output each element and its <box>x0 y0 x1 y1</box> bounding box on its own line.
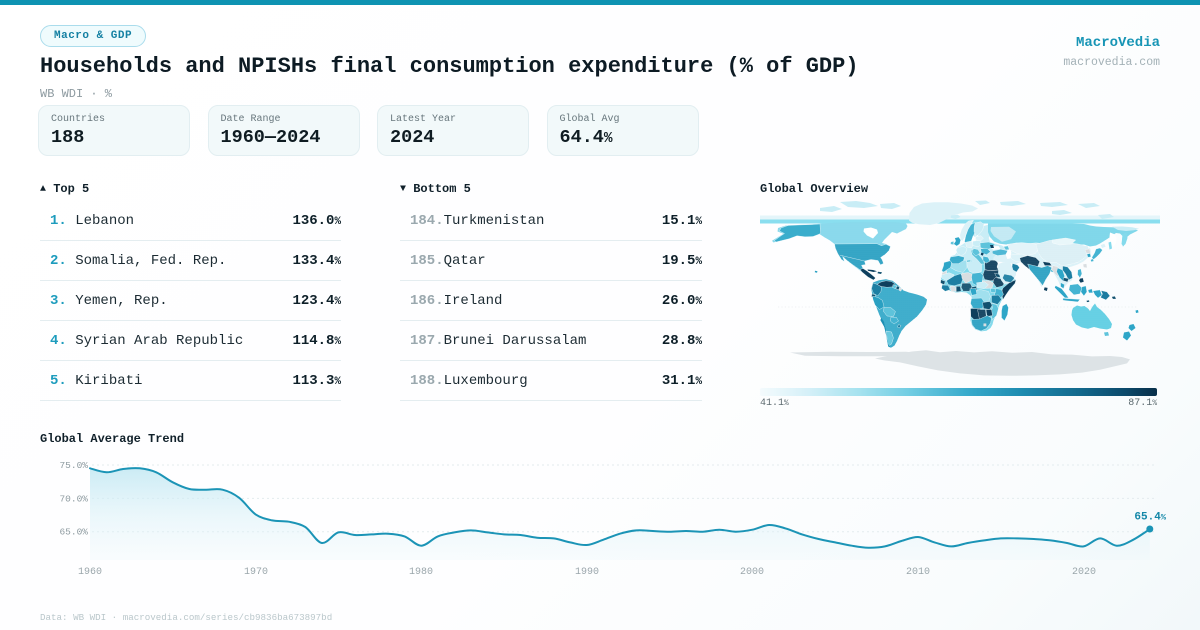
svg-text:1980: 1980 <box>409 567 433 578</box>
svg-text:70.0%: 70.0% <box>59 493 88 504</box>
svg-text:1970: 1970 <box>244 567 268 578</box>
svg-text:1990: 1990 <box>575 567 599 578</box>
svg-text:2010: 2010 <box>906 567 930 578</box>
svg-text:2020: 2020 <box>1072 567 1096 578</box>
svg-text:1960: 1960 <box>78 567 102 578</box>
svg-text:2000: 2000 <box>740 567 764 578</box>
svg-text:65.0%: 65.0% <box>59 527 88 538</box>
svg-text:75.0%: 75.0% <box>59 460 88 471</box>
svg-text:65.4%: 65.4% <box>1134 512 1166 524</box>
